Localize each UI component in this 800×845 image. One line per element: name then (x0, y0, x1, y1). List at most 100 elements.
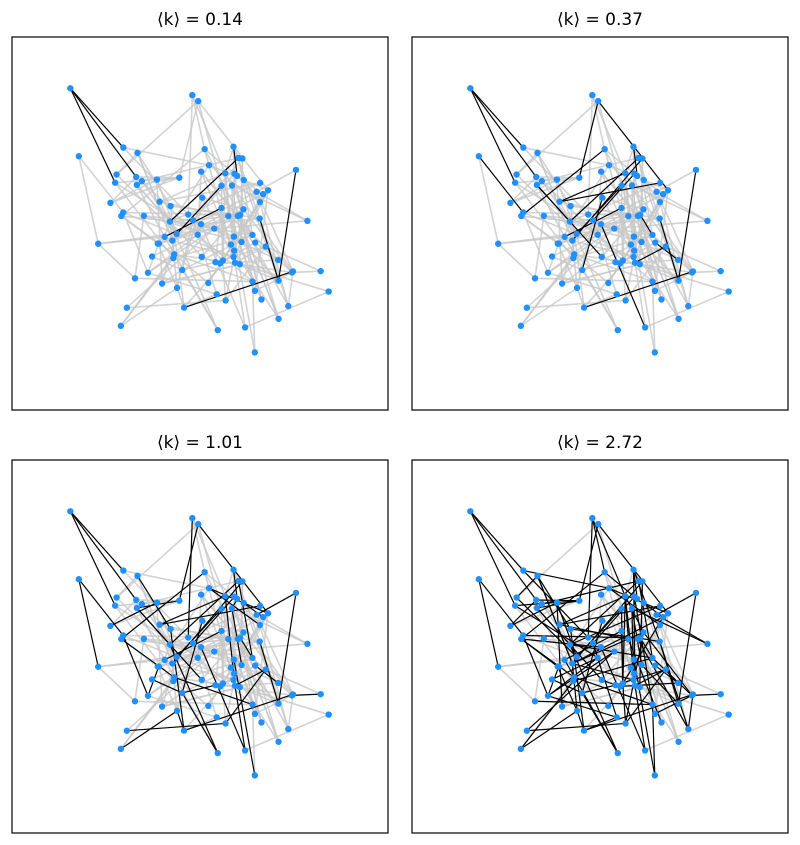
node (631, 593, 638, 600)
node (189, 640, 197, 647)
edge (156, 602, 163, 707)
edge (220, 630, 224, 684)
active-edge (516, 597, 578, 658)
node (169, 660, 176, 667)
node (285, 302, 292, 310)
active-edge (232, 569, 238, 600)
node (630, 253, 637, 261)
active-edge (187, 518, 193, 638)
node (173, 653, 180, 661)
node (533, 596, 540, 604)
edge (214, 630, 223, 686)
edge (220, 682, 279, 688)
active-edge (691, 693, 721, 697)
node (231, 170, 238, 177)
active-edge (654, 694, 693, 715)
active-edge (632, 146, 638, 177)
node (111, 179, 119, 186)
node (225, 635, 232, 643)
node (649, 278, 656, 285)
node (120, 567, 127, 574)
edge (254, 190, 269, 291)
node (573, 707, 581, 715)
node (618, 182, 625, 189)
active-edge (591, 517, 606, 573)
node (597, 591, 605, 598)
node (540, 212, 548, 220)
edge (254, 613, 269, 714)
node (205, 584, 213, 592)
node (613, 291, 620, 298)
edge (220, 259, 279, 265)
edge (551, 255, 583, 271)
node (612, 258, 619, 266)
node (212, 681, 219, 689)
node (256, 621, 264, 629)
edge (614, 220, 708, 230)
node (704, 217, 711, 225)
node (95, 240, 102, 247)
node (652, 662, 659, 669)
node (176, 597, 183, 604)
active-edge (239, 637, 253, 659)
node (292, 589, 300, 597)
node (252, 239, 259, 246)
active-edge (232, 146, 238, 177)
active-edge (522, 635, 549, 697)
edge (534, 638, 545, 702)
edge (556, 179, 563, 284)
node (189, 91, 196, 99)
edge (591, 94, 626, 174)
edge (526, 299, 626, 309)
edge (191, 517, 226, 597)
node (199, 194, 206, 201)
active-edge (277, 592, 297, 704)
node (605, 279, 612, 287)
edge (200, 217, 260, 225)
node (692, 166, 700, 174)
panel-title: ⟨k⟩ = 0.14 (157, 10, 243, 30)
node (638, 238, 645, 246)
active-edge (174, 676, 253, 706)
node (120, 209, 127, 216)
active-edge (259, 641, 280, 704)
edge (134, 638, 145, 702)
node (176, 174, 183, 181)
active-edge (520, 571, 606, 640)
node (630, 247, 638, 254)
edge (126, 650, 215, 732)
node (239, 578, 246, 585)
edge (620, 259, 679, 265)
active-edge (200, 646, 246, 751)
node (289, 691, 297, 698)
edge (655, 191, 694, 272)
node (605, 584, 613, 592)
active-edge (581, 692, 619, 754)
node (140, 635, 148, 643)
edge (78, 156, 99, 244)
node (134, 572, 141, 580)
active-edge (169, 580, 239, 646)
node (639, 578, 646, 585)
node (158, 703, 166, 710)
active-edge (159, 605, 261, 626)
node (240, 629, 247, 636)
active-edge (632, 569, 636, 686)
edge (231, 184, 308, 222)
edge (687, 271, 694, 307)
node (605, 702, 612, 710)
node (211, 648, 218, 655)
node (651, 710, 659, 718)
node (222, 592, 229, 600)
active-edge (642, 631, 693, 696)
node (170, 677, 177, 685)
edge (600, 171, 632, 245)
node (674, 679, 682, 687)
node (692, 589, 700, 597)
node (231, 593, 238, 600)
node (567, 625, 574, 633)
active-edge (478, 578, 524, 636)
node (180, 304, 188, 311)
node (230, 566, 237, 573)
